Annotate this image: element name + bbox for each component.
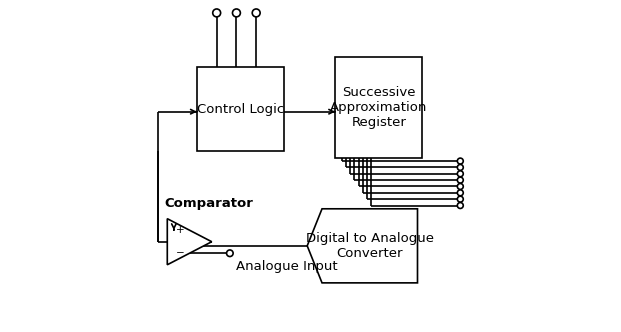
Circle shape xyxy=(457,184,463,190)
Polygon shape xyxy=(167,219,212,265)
Circle shape xyxy=(457,177,463,183)
Circle shape xyxy=(227,250,233,257)
Circle shape xyxy=(213,9,220,17)
Circle shape xyxy=(457,164,463,170)
Circle shape xyxy=(252,9,260,17)
Circle shape xyxy=(457,171,463,177)
Text: −: − xyxy=(176,248,185,258)
Bar xyxy=(197,67,284,151)
Circle shape xyxy=(457,203,463,208)
Polygon shape xyxy=(307,209,417,283)
Circle shape xyxy=(232,9,240,17)
Circle shape xyxy=(457,190,463,196)
Bar xyxy=(335,57,422,158)
Text: Comparator: Comparator xyxy=(164,197,253,210)
Text: Analogue Input: Analogue Input xyxy=(237,260,338,273)
Text: Successive
Approximation
Register: Successive Approximation Register xyxy=(330,86,427,129)
Text: Control Logic: Control Logic xyxy=(197,103,284,116)
Text: Digital to Analogue
Converter: Digital to Analogue Converter xyxy=(306,232,433,260)
Circle shape xyxy=(457,158,463,164)
Text: +: + xyxy=(176,225,185,235)
Circle shape xyxy=(457,196,463,202)
